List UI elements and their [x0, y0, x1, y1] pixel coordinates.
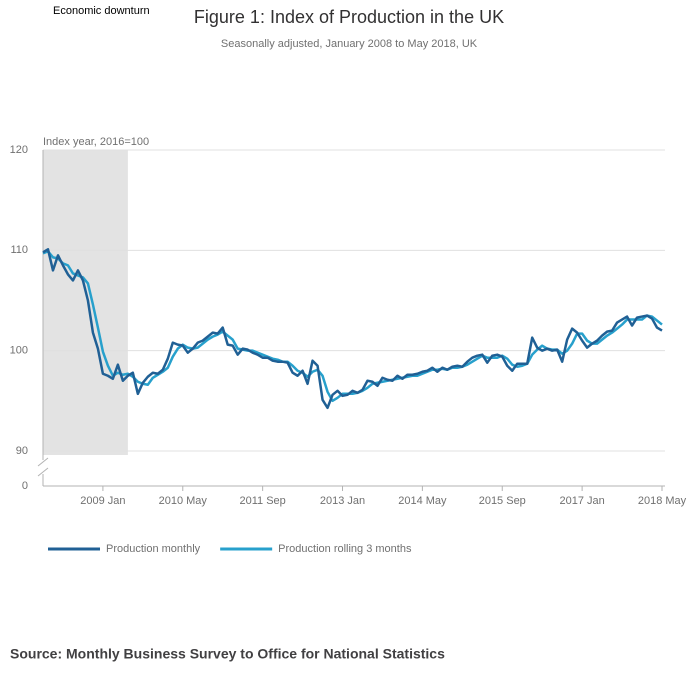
- x-tick-label: 2010 May: [159, 495, 208, 507]
- shading-label: Economic downturn: [53, 5, 150, 17]
- x-tick-label: 2018 May: [638, 495, 687, 507]
- series-line: [42, 250, 663, 403]
- y-tick-label: 90: [16, 445, 28, 457]
- y-tick-label: 100: [10, 345, 28, 357]
- legend-label: Production monthly: [106, 543, 201, 555]
- y-axis-label: Index year, 2016=100: [43, 136, 149, 148]
- x-tick-label: 2011 Sep: [239, 495, 285, 507]
- x-tick-label: 2015 Sep: [479, 495, 526, 507]
- series-line: [42, 248, 663, 410]
- downturn-shading: [43, 150, 128, 455]
- x-tick-label: 2014 May: [398, 495, 447, 507]
- axis-break: [37, 467, 49, 477]
- x-tick-label: 2013 Jan: [320, 495, 365, 507]
- x-tick-label: 2017 Jan: [559, 495, 604, 507]
- y-tick-label: 110: [10, 244, 28, 256]
- legend-label: Production rolling 3 months: [278, 543, 412, 555]
- source: Source: Monthly Business Survey to Offic…: [10, 646, 445, 662]
- y-tick-label: 0: [22, 480, 28, 492]
- chart-subtitle: Seasonally adjusted, January 2008 to May…: [221, 38, 478, 50]
- x-tick-label: 2009 Jan: [80, 495, 125, 507]
- axis-break: [37, 457, 49, 467]
- y-tick-label: 120: [10, 144, 28, 156]
- chart-title: Figure 1: Index of Production in the UK: [194, 7, 504, 27]
